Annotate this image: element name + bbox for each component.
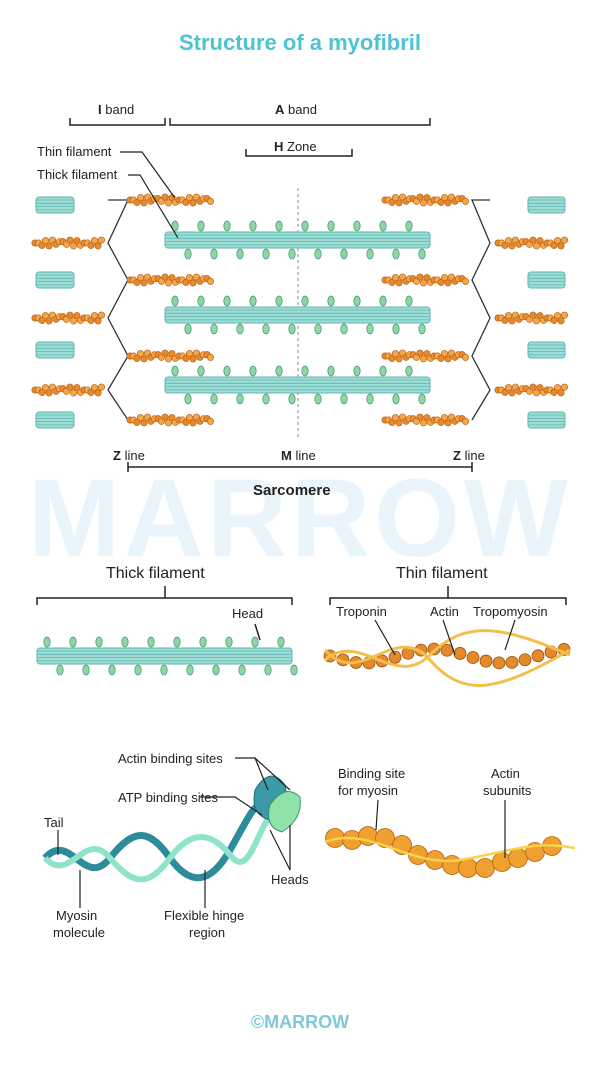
binding-site-label-2: for myosin bbox=[338, 783, 398, 798]
actin-thread bbox=[324, 836, 576, 863]
myosin-head-2 bbox=[268, 791, 301, 833]
thick-filament-label: Thick filament bbox=[37, 167, 118, 182]
thick-stub-right-3 bbox=[527, 341, 566, 359]
m-line-label: M line bbox=[281, 448, 316, 463]
thick-filament-row-1 bbox=[164, 220, 431, 260]
tropomyosin-strand-2 bbox=[323, 645, 571, 687]
thin-filament-far-left-3 bbox=[31, 383, 106, 397]
head-leader bbox=[254, 623, 261, 641]
thick-stub-right-2 bbox=[527, 271, 566, 289]
myosin-strand-dark bbox=[42, 797, 267, 882]
thick-filament-row-3 bbox=[164, 365, 431, 405]
actin-subunits-label-2: subunits bbox=[483, 783, 532, 798]
actin-binding-leader-2 bbox=[254, 757, 291, 791]
thin-filament-leader bbox=[120, 151, 176, 199]
thin-filament-left-2 bbox=[126, 273, 215, 287]
z-line-left-label: Z line bbox=[113, 448, 145, 463]
hinge-label-1: Flexible hinge bbox=[164, 908, 245, 923]
myosin-molecule-label-1: Myosin bbox=[56, 908, 98, 923]
heads-leader-2 bbox=[269, 829, 291, 871]
thick-stub-left-1 bbox=[35, 196, 75, 214]
thin-filament-far-right-3 bbox=[494, 383, 568, 397]
thin-filament-far-left-2 bbox=[31, 311, 106, 325]
tail-label: Tail bbox=[44, 815, 64, 830]
page-title: Structure of a myofibril bbox=[178, 30, 422, 55]
thin-filament-left-4 bbox=[126, 413, 215, 427]
a-band-label: A band bbox=[275, 102, 317, 117]
i-band-label: I band bbox=[98, 102, 135, 117]
binding-site-leader bbox=[375, 799, 379, 831]
thick-filament-detail bbox=[36, 636, 298, 676]
thick-stub-left-2 bbox=[35, 271, 75, 289]
actin-subunits-label-1: Actin bbox=[491, 766, 520, 781]
troponin-label: Troponin bbox=[336, 604, 387, 619]
thick-filament-row-2 bbox=[164, 295, 431, 335]
atp-binding-sites-label: ATP binding sites bbox=[118, 790, 218, 805]
z-line-right bbox=[471, 199, 491, 421]
thin-filament-far-right-2 bbox=[494, 311, 568, 325]
myosin-molecule-label-2: molecule bbox=[53, 925, 106, 940]
thick-stub-right-1 bbox=[527, 196, 566, 214]
z-line-right-label: Z line bbox=[453, 448, 485, 463]
tropomyosin-leader bbox=[504, 619, 516, 651]
thin-filament-far-left-1 bbox=[31, 236, 106, 250]
hinge-label-2: region bbox=[189, 925, 226, 940]
atp-binding-leader bbox=[200, 796, 263, 816]
thin-filament-right-2 bbox=[381, 273, 469, 287]
thin-filament-far-right-1 bbox=[494, 236, 568, 250]
actin-strand bbox=[325, 826, 562, 878]
footer-logo: ©MARROW bbox=[250, 1012, 350, 1032]
actin-leader bbox=[442, 619, 456, 656]
h-zone-label: H Zone bbox=[274, 139, 317, 154]
actin-binding-sites-label: Actin binding sites bbox=[118, 751, 223, 766]
i-band-bracket bbox=[69, 118, 166, 126]
thick-stub-left-4 bbox=[35, 411, 75, 429]
z-line-left bbox=[107, 199, 130, 421]
myosin-strand-light bbox=[42, 807, 278, 883]
sarcomere-label: Sarcomere bbox=[253, 482, 331, 499]
thin-filament-left-1 bbox=[126, 193, 215, 207]
thick-detail-bracket bbox=[36, 597, 293, 605]
thin-filament-right-1 bbox=[381, 193, 469, 207]
thin-filament-right-4 bbox=[381, 413, 469, 427]
h-zone-bracket bbox=[245, 149, 353, 157]
tropomyosin-strand bbox=[324, 629, 571, 668]
a-band-bracket bbox=[169, 118, 431, 126]
thin-filament-label: Thin filament bbox=[37, 144, 112, 159]
watermark: MARROW bbox=[28, 457, 572, 580]
thick-stub-right-4 bbox=[527, 411, 566, 429]
actin-label: Actin bbox=[430, 604, 459, 619]
thin-filament-detail bbox=[323, 642, 571, 670]
thick-stub-left-3 bbox=[35, 341, 75, 359]
binding-site-label-1: Binding site bbox=[338, 766, 406, 781]
head-label: Head bbox=[232, 606, 264, 621]
troponin-leader bbox=[374, 619, 396, 656]
thin-filament-right-3 bbox=[381, 349, 469, 363]
thick-filament-leader bbox=[128, 174, 179, 239]
thin-filament-left-3 bbox=[126, 349, 215, 363]
thick-filament-title: Thick filament bbox=[106, 565, 205, 582]
thin-filament-title: Thin filament bbox=[396, 565, 488, 582]
tropomyosin-label: Tropomyosin bbox=[473, 604, 548, 619]
heads-label: Heads bbox=[271, 872, 309, 887]
